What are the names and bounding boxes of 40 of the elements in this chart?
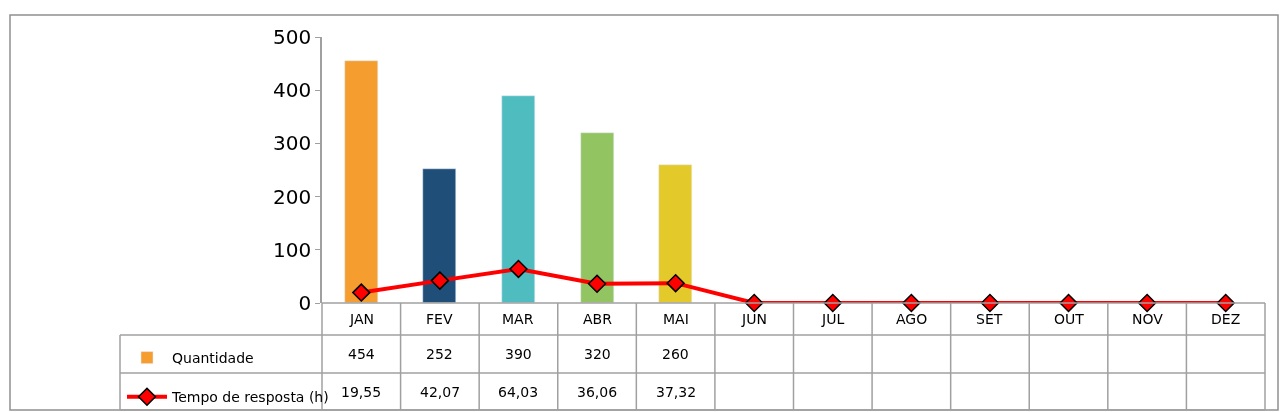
data-label: 64,03: [498, 384, 539, 400]
y-tick-label: 0: [298, 291, 312, 315]
bar: [422, 168, 456, 303]
data-label: 42,07: [420, 384, 461, 400]
x-tick-label: JAN: [349, 311, 374, 327]
point: [509, 259, 528, 279]
x-tick-label: JUN: [741, 311, 767, 327]
data-label: 320: [584, 346, 611, 362]
data-label: 454: [348, 346, 375, 362]
data-label: 390: [505, 346, 532, 362]
y-tick-label: 400: [273, 78, 312, 103]
x-tick-label: NOV: [1132, 311, 1164, 327]
point: [352, 283, 371, 302]
data-label: 19,55: [341, 384, 382, 400]
y-tick-label: 200: [273, 184, 312, 209]
x-tick-label: MAI: [663, 311, 689, 327]
x-tick-label: DEZ: [1211, 311, 1241, 327]
x-tick-label: JUL: [821, 311, 845, 327]
point: [666, 273, 685, 293]
point: [430, 271, 450, 290]
data-label: 37,32: [656, 384, 697, 400]
bar: [658, 164, 692, 303]
legend-label: Quantidade: [172, 350, 254, 367]
bar: [580, 132, 614, 303]
data-label: 36,06: [577, 384, 618, 400]
bar: [501, 95, 535, 303]
data-label: 260: [662, 346, 689, 362]
y-tick-label: 100: [273, 237, 312, 262]
legend-label: Tempo de resposta (h): [171, 389, 329, 406]
x-tick-label: ABR: [583, 311, 613, 327]
x-tick-label: MAR: [502, 311, 534, 327]
y-tick-label: 500: [273, 25, 312, 49]
point: [587, 274, 607, 294]
bar: [344, 60, 378, 303]
x-tick-label: AGO: [896, 311, 928, 327]
data-label: 252: [426, 346, 453, 362]
y-tick-label: 300: [273, 131, 312, 156]
x-tick-label: OUT: [1054, 311, 1085, 327]
x-tick-label: FEV: [426, 311, 453, 327]
x-tick-label: SET: [976, 311, 1003, 327]
